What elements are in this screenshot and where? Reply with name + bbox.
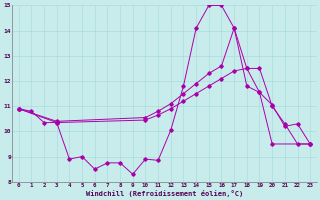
X-axis label: Windchill (Refroidissement éolien,°C): Windchill (Refroidissement éolien,°C) — [86, 190, 243, 197]
